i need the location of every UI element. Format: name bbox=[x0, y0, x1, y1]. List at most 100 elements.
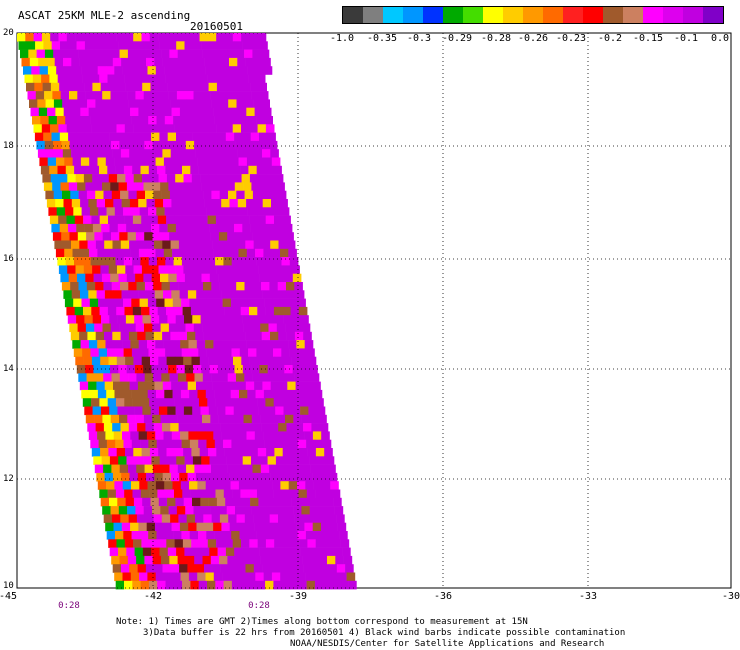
swath-cell bbox=[214, 389, 223, 399]
swath-cell bbox=[115, 439, 124, 449]
swath-cell bbox=[135, 506, 144, 515]
swath-cell bbox=[70, 331, 80, 341]
swath-cell bbox=[96, 381, 105, 391]
swath-cell bbox=[213, 572, 223, 582]
swath-cell bbox=[84, 82, 93, 92]
swath-cell bbox=[267, 132, 276, 142]
swath-cell bbox=[254, 290, 263, 299]
swath-cell bbox=[240, 398, 250, 407]
swath-cell bbox=[126, 273, 136, 283]
swath-cell bbox=[273, 348, 282, 357]
swath-cell bbox=[256, 74, 266, 84]
swath-cell bbox=[34, 132, 44, 142]
swath-cell bbox=[133, 33, 142, 42]
swath-cell bbox=[177, 555, 187, 565]
swath-cell bbox=[108, 33, 117, 42]
swath-cell bbox=[131, 116, 141, 125]
swath-cell bbox=[212, 149, 221, 158]
swath-cell bbox=[89, 157, 98, 167]
swath-cell bbox=[153, 190, 162, 200]
swath-cell bbox=[248, 74, 258, 84]
swath-cell bbox=[159, 41, 169, 50]
swath-cell bbox=[233, 174, 242, 183]
swath-cell bbox=[209, 41, 218, 50]
swath-cell bbox=[125, 315, 135, 324]
swath-cell bbox=[88, 290, 97, 299]
swath-cell bbox=[323, 580, 332, 590]
swath-cell bbox=[88, 340, 98, 349]
swath-cell bbox=[80, 248, 90, 258]
swath-cell bbox=[82, 348, 91, 357]
swath-cell bbox=[114, 66, 123, 75]
swath-cell bbox=[55, 248, 65, 258]
swath-cell bbox=[169, 464, 179, 474]
swath-cell bbox=[281, 348, 290, 357]
swath-cell bbox=[208, 356, 217, 366]
swath-cell bbox=[152, 232, 162, 241]
swath-cell bbox=[136, 140, 145, 150]
swath-cell bbox=[206, 257, 216, 266]
swath-cell bbox=[321, 431, 330, 440]
swath-cell bbox=[76, 41, 86, 50]
swath-cell bbox=[128, 282, 137, 291]
swath-cell bbox=[182, 580, 191, 590]
swath-cell bbox=[243, 182, 252, 191]
swath-cell bbox=[263, 481, 273, 490]
swath-cell bbox=[163, 290, 172, 299]
swath-cell bbox=[208, 497, 218, 507]
swath-cell bbox=[276, 323, 286, 333]
swath-cell bbox=[290, 539, 300, 548]
swath-cell bbox=[145, 564, 155, 573]
swath-cell bbox=[171, 472, 180, 482]
swath-cell bbox=[164, 116, 174, 125]
swath-cell bbox=[66, 215, 76, 225]
swath-cell bbox=[199, 33, 209, 42]
swath-cell bbox=[210, 49, 220, 59]
swath-cell bbox=[237, 149, 246, 158]
swath-cell bbox=[207, 489, 216, 499]
swath-cell bbox=[191, 356, 201, 366]
swath-cell bbox=[94, 464, 104, 474]
swath-cell bbox=[298, 580, 307, 590]
swath-cell bbox=[250, 132, 260, 142]
swath-cell bbox=[140, 398, 150, 407]
swath-cell bbox=[242, 456, 252, 465]
swath-cell bbox=[119, 414, 128, 424]
swath-cell bbox=[207, 539, 217, 548]
swath-cell bbox=[53, 49, 62, 59]
swath-cell bbox=[39, 157, 48, 167]
swath-cell bbox=[174, 539, 184, 548]
swath-cell bbox=[269, 514, 279, 523]
swath-cell bbox=[216, 124, 225, 133]
swath-cell bbox=[188, 107, 197, 117]
swath-cell bbox=[217, 132, 227, 142]
swath-cell bbox=[257, 356, 267, 366]
swath-cell bbox=[225, 547, 235, 557]
swath-cell bbox=[153, 99, 163, 108]
swath-cell bbox=[81, 207, 91, 216]
lon-label: -30 bbox=[721, 591, 740, 602]
swath-cell bbox=[281, 489, 291, 499]
swath-cell bbox=[155, 572, 165, 582]
swath-cell bbox=[245, 381, 255, 391]
swath-cell bbox=[202, 464, 212, 474]
swath-cell bbox=[149, 33, 159, 42]
swath-cell bbox=[245, 472, 255, 482]
swath-cell bbox=[320, 564, 329, 573]
swath-cell bbox=[228, 149, 238, 158]
swath-cell bbox=[273, 398, 283, 407]
swath-cell bbox=[187, 564, 196, 573]
swath-cell bbox=[18, 41, 28, 50]
swath-cell bbox=[348, 580, 357, 590]
swath-cell bbox=[272, 389, 281, 399]
swath-cell bbox=[56, 207, 66, 216]
colorbar-swatch bbox=[683, 7, 703, 23]
swath-cell bbox=[186, 49, 195, 59]
swath-cell bbox=[123, 116, 132, 125]
swath-cell bbox=[240, 74, 249, 84]
colorbar-swatch bbox=[483, 7, 503, 23]
swath-cell bbox=[262, 290, 272, 299]
swath-cell bbox=[222, 389, 231, 399]
swath-cell bbox=[104, 381, 114, 391]
swath-cell bbox=[179, 107, 189, 117]
